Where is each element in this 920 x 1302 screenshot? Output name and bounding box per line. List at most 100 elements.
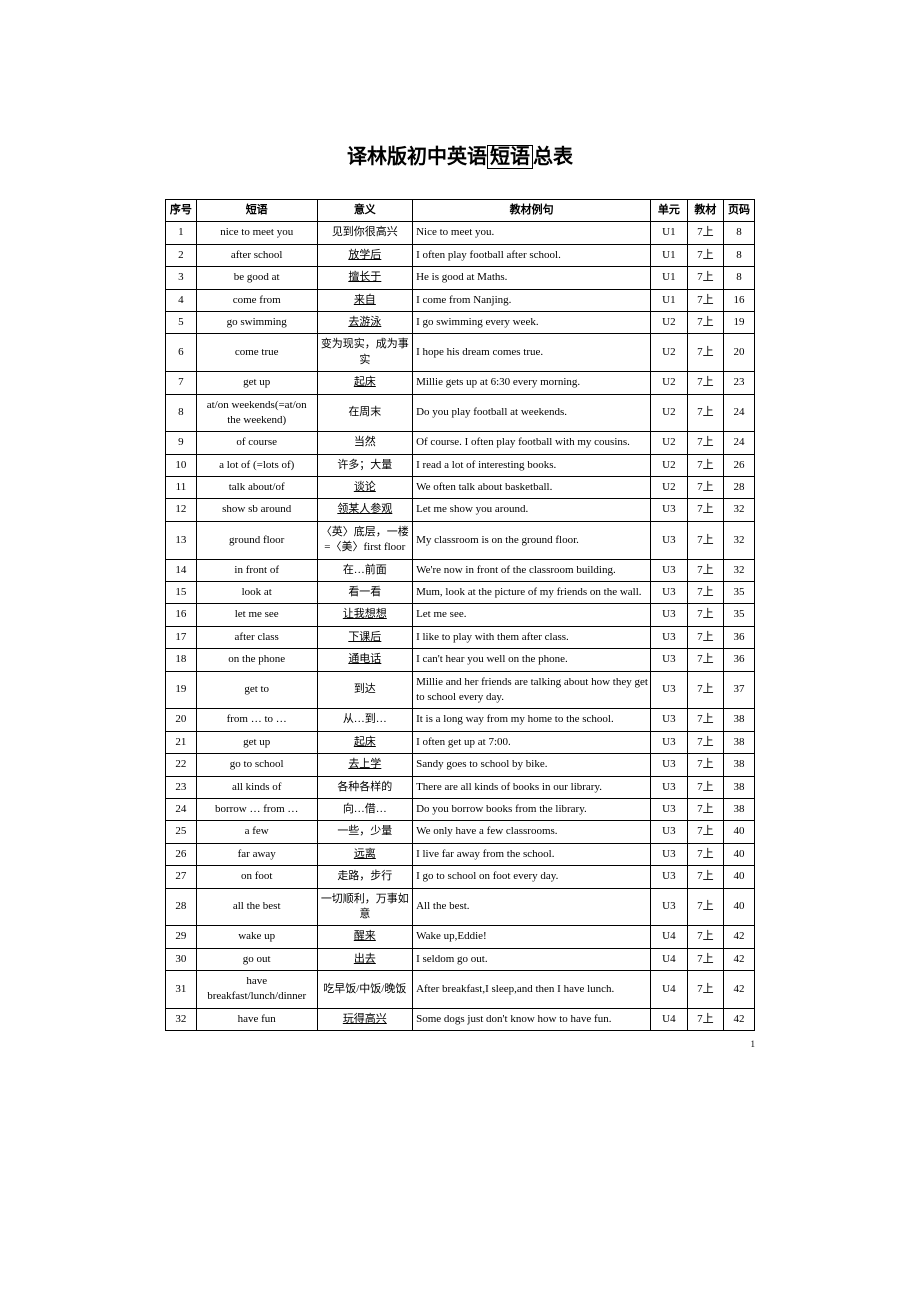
cell-unit: U3: [651, 521, 688, 559]
cell-num: 8: [166, 394, 197, 432]
cell-page: 23: [724, 372, 755, 394]
cell-meaning: 醒来: [317, 926, 413, 948]
table-row: 29wake up醒来Wake up,Eddie!U47上42: [166, 926, 755, 948]
cell-book: 7上: [687, 843, 723, 865]
header-phrase: 短语: [196, 200, 317, 222]
cell-example: Sandy goes to school by bike.: [413, 754, 651, 776]
cell-unit: U1: [651, 244, 688, 266]
cell-page: 16: [724, 289, 755, 311]
cell-example: I come from Nanjing.: [413, 289, 651, 311]
cell-num: 15: [166, 582, 197, 604]
cell-unit: U3: [651, 776, 688, 798]
table-row: 20from … to …从…到…It is a long way from m…: [166, 709, 755, 731]
cell-book: 7上: [687, 521, 723, 559]
cell-phrase: a few: [196, 821, 317, 843]
cell-example: Of course. I often play football with my…: [413, 432, 651, 454]
cell-meaning: 一些，少量: [317, 821, 413, 843]
cell-unit: U3: [651, 604, 688, 626]
cell-num: 10: [166, 454, 197, 476]
cell-page: 24: [724, 432, 755, 454]
cell-unit: U1: [651, 289, 688, 311]
cell-num: 23: [166, 776, 197, 798]
cell-phrase: in front of: [196, 559, 317, 581]
table-row: 25a few一些，少量We only have a few classroom…: [166, 821, 755, 843]
cell-unit: U4: [651, 948, 688, 970]
table-row: 17after class下课后I like to play with them…: [166, 626, 755, 648]
cell-page: 35: [724, 582, 755, 604]
cell-meaning: 见到你很高兴: [317, 222, 413, 244]
cell-example: All the best.: [413, 888, 651, 926]
cell-book: 7上: [687, 888, 723, 926]
cell-unit: U3: [651, 843, 688, 865]
cell-phrase: get up: [196, 372, 317, 394]
cell-meaning: 向…借…: [317, 798, 413, 820]
cell-book: 7上: [687, 671, 723, 709]
cell-page: 38: [724, 754, 755, 776]
cell-meaning: 来自: [317, 289, 413, 311]
cell-example: Wake up,Eddie!: [413, 926, 651, 948]
cell-book: 7上: [687, 776, 723, 798]
table-row: 18on the phone通电话I can't hear you well o…: [166, 649, 755, 671]
table-row: 12show sb around领某人参观Let me show you aro…: [166, 499, 755, 521]
cell-page: 32: [724, 559, 755, 581]
cell-phrase: have breakfast/lunch/dinner: [196, 971, 317, 1009]
cell-num: 5: [166, 311, 197, 333]
cell-phrase: come true: [196, 334, 317, 372]
cell-phrase: from … to …: [196, 709, 317, 731]
cell-phrase: at/on weekends(=at/on the weekend): [196, 394, 317, 432]
cell-example: I often play football after school.: [413, 244, 651, 266]
cell-unit: U2: [651, 394, 688, 432]
title-part1: 译林版初中英语: [347, 146, 487, 168]
cell-page: 40: [724, 843, 755, 865]
cell-unit: U2: [651, 454, 688, 476]
cell-meaning: 〈英〉底层，一楼 =〈美〉first floor: [317, 521, 413, 559]
cell-book: 7上: [687, 222, 723, 244]
cell-num: 7: [166, 372, 197, 394]
cell-example: I read a lot of interesting books.: [413, 454, 651, 476]
header-page: 页码: [724, 200, 755, 222]
cell-phrase: be good at: [196, 267, 317, 289]
table-row: 4come from来自I come from Nanjing.U17上16: [166, 289, 755, 311]
cell-book: 7上: [687, 731, 723, 753]
cell-example: I can't hear you well on the phone.: [413, 649, 651, 671]
cell-example: We're now in front of the classroom buil…: [413, 559, 651, 581]
table-row: 32have fun玩得高兴Some dogs just don't know …: [166, 1008, 755, 1030]
cell-phrase: get to: [196, 671, 317, 709]
cell-num: 27: [166, 866, 197, 888]
table-row: 28all the best一切顺利，万事如意All the best.U37上…: [166, 888, 755, 926]
cell-phrase: on the phone: [196, 649, 317, 671]
cell-example: We only have a few classrooms.: [413, 821, 651, 843]
cell-page: 37: [724, 671, 755, 709]
table-row: 22go to school去上学Sandy goes to school by…: [166, 754, 755, 776]
cell-page: 42: [724, 971, 755, 1009]
cell-num: 22: [166, 754, 197, 776]
header-num: 序号: [166, 200, 197, 222]
table-row: 21get up起床I often get up at 7:00.U37上38: [166, 731, 755, 753]
cell-phrase: look at: [196, 582, 317, 604]
cell-meaning: 各种各样的: [317, 776, 413, 798]
cell-num: 21: [166, 731, 197, 753]
cell-phrase: talk about/of: [196, 477, 317, 499]
cell-phrase: ground floor: [196, 521, 317, 559]
cell-phrase: of course: [196, 432, 317, 454]
cell-num: 29: [166, 926, 197, 948]
cell-unit: U3: [651, 754, 688, 776]
cell-phrase: let me see: [196, 604, 317, 626]
cell-unit: U1: [651, 267, 688, 289]
cell-book: 7上: [687, 372, 723, 394]
cell-meaning: 变为现实，成为事实: [317, 334, 413, 372]
table-row: 8at/on weekends(=at/on the weekend)在周末Do…: [166, 394, 755, 432]
cell-num: 20: [166, 709, 197, 731]
table-row: 23all kinds of各种各样的There are all kinds o…: [166, 776, 755, 798]
header-unit: 单元: [651, 200, 688, 222]
cell-page: 8: [724, 244, 755, 266]
cell-page: 20: [724, 334, 755, 372]
cell-num: 16: [166, 604, 197, 626]
table-row: 27on foot走路，步行I go to school on foot eve…: [166, 866, 755, 888]
cell-meaning: 通电话: [317, 649, 413, 671]
table-row: 13ground floor〈英〉底层，一楼 =〈美〉first floorMy…: [166, 521, 755, 559]
cell-num: 30: [166, 948, 197, 970]
cell-book: 7上: [687, 821, 723, 843]
cell-page: 36: [724, 626, 755, 648]
cell-page: 36: [724, 649, 755, 671]
